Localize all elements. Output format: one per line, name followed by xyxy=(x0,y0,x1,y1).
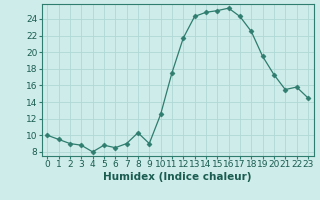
X-axis label: Humidex (Indice chaleur): Humidex (Indice chaleur) xyxy=(103,172,252,182)
